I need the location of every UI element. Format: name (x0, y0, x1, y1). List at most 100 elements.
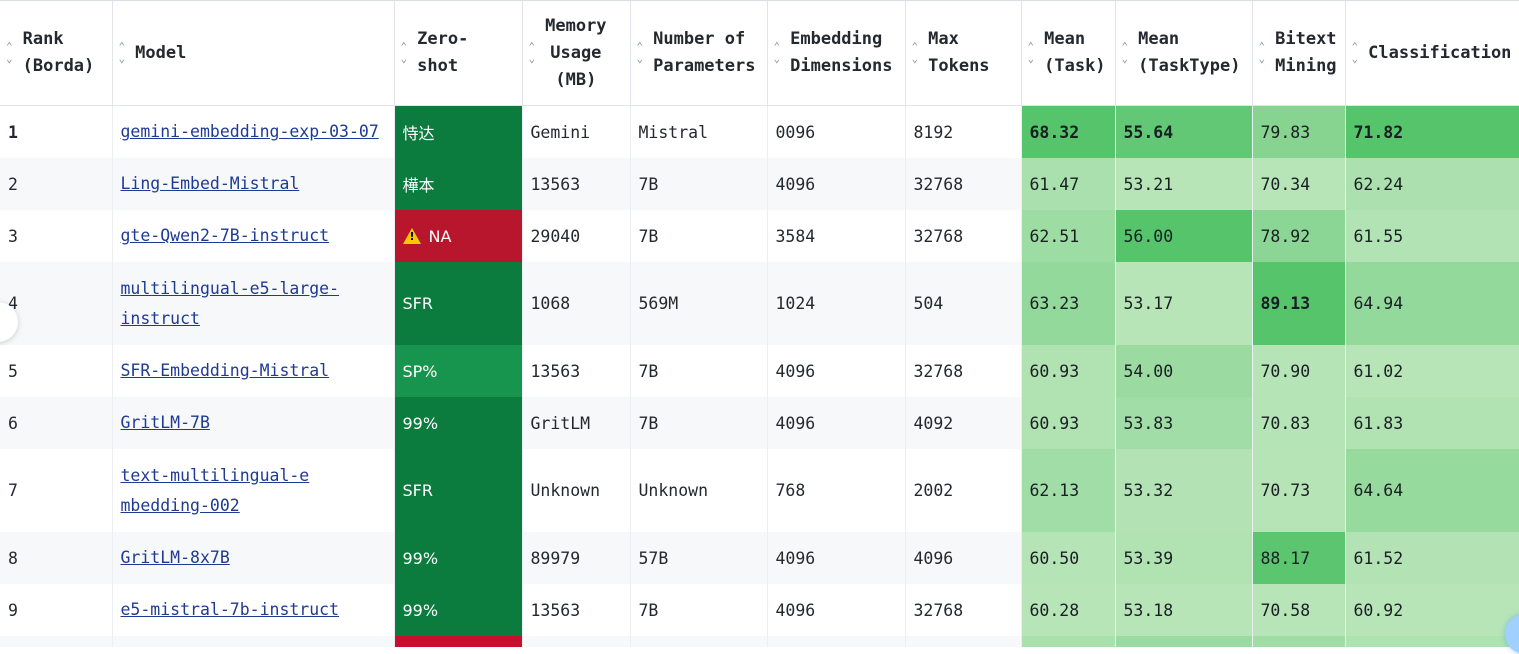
max-tokens-cell: 4092 (905, 397, 1022, 449)
mean-task-cell: 60.93 (1021, 345, 1116, 397)
embedding-dim-cell: 4096 (767, 345, 906, 397)
memory-cell: Unknown (522, 449, 631, 532)
sort-arrows-icon[interactable]: ⌃ ⌄ (118, 40, 126, 65)
max-tokens-cell: 2002 (905, 449, 1022, 532)
column-header-bitext-mining[interactable]: ⌃ ⌄ Bitext Mining (1252, 1, 1346, 106)
column-header-mean-task[interactable]: ⌃ ⌄ Mean (Task) (1021, 1, 1116, 106)
column-header-memory-usage[interactable]: ⌃ ⌄ Memory Usage (MB) (522, 1, 631, 106)
max-tokens-cell: 32768 (905, 584, 1022, 636)
header-label: Memory Usage (MB) (545, 15, 607, 90)
mean-task-cell: 60.50 (1021, 532, 1116, 584)
max-tokens-cell (905, 636, 1022, 647)
mean-tasktype-cell: 53.21 (1115, 158, 1253, 210)
memory-cell: 13563 (522, 584, 631, 636)
table-row: 9 e5-mistral-7b-instruct 99% 13563 7B 40… (0, 584, 1519, 636)
embedding-dim-cell: 1024 (767, 262, 906, 345)
header-label: Bitext Mining (1275, 29, 1337, 76)
column-header-max-tokens[interactable]: ⌃ ⌄ Max Tokens (905, 1, 1022, 106)
mean-tasktype-cell: 54.00 (1115, 345, 1253, 397)
sort-arrows-icon[interactable]: ⌃ ⌄ (1351, 40, 1359, 65)
column-header-mean-tasktype[interactable]: ⌃ ⌄ Mean (TaskType) (1115, 1, 1253, 106)
sort-arrows-icon[interactable]: ⌃ ⌄ (1121, 40, 1129, 65)
sort-arrows-icon[interactable]: ⌃ ⌄ (636, 40, 644, 65)
scroll-left-button[interactable] (0, 302, 18, 342)
table-row: 1 gemini-embedding-exp-03-07 恃达 Gemini M… (0, 105, 1519, 158)
column-header-classification[interactable]: ⌃ ⌄ Classification (1345, 1, 1519, 106)
column-header-rank[interactable]: ⌃ ⌄ Rank (Borda) (0, 1, 113, 106)
rank-cell: 5 (0, 345, 113, 397)
model-cell: SFR-Embedding-Mistral (112, 345, 395, 397)
sort-arrows-icon[interactable]: ⌃ ⌄ (6, 40, 13, 65)
classification-cell: 62.24 (1345, 158, 1519, 210)
bitext-mining-cell: 88.17 (1252, 532, 1346, 584)
embedding-dim-cell: 4096 (767, 584, 906, 636)
zero-shot-cell: SFR (394, 449, 523, 532)
mean-tasktype-cell: 53.39 (1115, 532, 1253, 584)
mean-tasktype-cell: 53.18 (1115, 584, 1253, 636)
params-cell: 7B (630, 584, 768, 636)
bitext-mining-cell: 79.83 (1252, 105, 1346, 158)
zero-shot-cell: 恃达 (394, 105, 523, 158)
rank-cell: 8 (0, 532, 113, 584)
params-cell: 7B (630, 158, 768, 210)
table-row: 6 GritLM-7B 99% GritLM 7B 4096 4092 60.9… (0, 397, 1519, 449)
memory-cell: Gemini (522, 105, 631, 158)
model-link[interactable]: GritLM-7B (120, 413, 210, 432)
mean-task-cell: 60.93 (1021, 397, 1116, 449)
column-header-zero-shot[interactable]: ⌃ ⌄ Zero- shot (394, 1, 523, 106)
model-link[interactable]: gte-Qwen2-7B-instruct (120, 226, 330, 245)
table-row: 5 SFR-Embedding-Mistral SP% 13563 7B 409… (0, 345, 1519, 397)
model-cell: GritLM-7B (112, 397, 395, 449)
model-link[interactable]: SFR-Embedding-Mistral (120, 361, 330, 380)
sort-arrows-icon[interactable]: ⌃ ⌄ (400, 40, 408, 65)
embedding-dim-cell: 4096 (767, 397, 906, 449)
mean-task-cell: 62.51 (1021, 210, 1116, 262)
sort-arrows-icon[interactable]: ⌃ ⌄ (1027, 40, 1035, 65)
classification-cell: 64.94 (1345, 262, 1519, 345)
classification-cell: 61.02 (1345, 345, 1519, 397)
mean-task-cell: 63.23 (1021, 262, 1116, 345)
sort-arrows-icon[interactable]: ⌃ ⌄ (773, 40, 781, 65)
sort-arrows-icon[interactable]: ⌃ ⌄ (528, 40, 536, 65)
rank-cell (0, 636, 113, 647)
params-cell: Mistral (630, 105, 768, 158)
classification-cell: 61.83 (1345, 397, 1519, 449)
header-label: Embedding Dimensions (790, 29, 893, 76)
model-link[interactable]: e5-mistral-7b-instruct (120, 600, 340, 619)
rank-cell: 9 (0, 584, 113, 636)
header-label: Mean (TaskType) (1138, 29, 1241, 76)
column-header-parameters[interactable]: ⌃ ⌄ Number of Parameters (630, 1, 768, 106)
mean-tasktype-cell: 56.00 (1115, 210, 1253, 262)
params-cell (630, 636, 768, 647)
params-cell: 7B (630, 345, 768, 397)
chat-bubble-button[interactable] (1505, 614, 1519, 654)
mean-task-cell: 68.32 (1021, 105, 1116, 158)
rank-cell: 4 (0, 262, 113, 345)
model-link[interactable]: Ling-Embed-Mistral (120, 174, 300, 193)
column-header-model[interactable]: ⌃ ⌄ Model (112, 1, 395, 106)
model-link[interactable]: text-multilingual-embedding-002 (120, 465, 310, 515)
sort-arrows-icon[interactable]: ⌃ ⌄ (911, 40, 919, 65)
table-row: 2 Ling-Embed-Mistral 樺本 13563 7B 4096 32… (0, 158, 1519, 210)
memory-cell: 29040 (522, 210, 631, 262)
model-link[interactable]: gemini-embedding-exp-03-07 (120, 122, 379, 141)
mean-task-cell: 60.28 (1021, 584, 1116, 636)
zero-shot-cell: NA (394, 210, 523, 262)
bitext-mining-cell: 78.92 (1252, 210, 1346, 262)
header-label: Rank (Borda) (22, 29, 95, 76)
column-header-embedding-dimensions[interactable]: ⌃ ⌄ Embedding Dimensions (767, 1, 906, 106)
sort-arrows-icon[interactable]: ⌃ ⌄ (1258, 40, 1266, 65)
zero-shot-cell: SFR (394, 262, 523, 345)
model-link[interactable]: GritLM-8x7B (120, 548, 230, 567)
header-label: Mean (Task) (1044, 29, 1106, 76)
model-cell: multilingual-e5-large-instruct (112, 262, 395, 345)
mean-tasktype-cell (1115, 636, 1253, 647)
rank-cell: 7 (0, 449, 113, 532)
zero-shot-cell: 樺本 (394, 158, 523, 210)
embedding-dim-cell: 3584 (767, 210, 906, 262)
table-row-partial (0, 636, 1519, 647)
bitext-mining-cell (1252, 636, 1346, 647)
model-link[interactable]: multilingual-e5-large-instruct (120, 278, 340, 328)
rank-cell: 1 (0, 105, 113, 158)
